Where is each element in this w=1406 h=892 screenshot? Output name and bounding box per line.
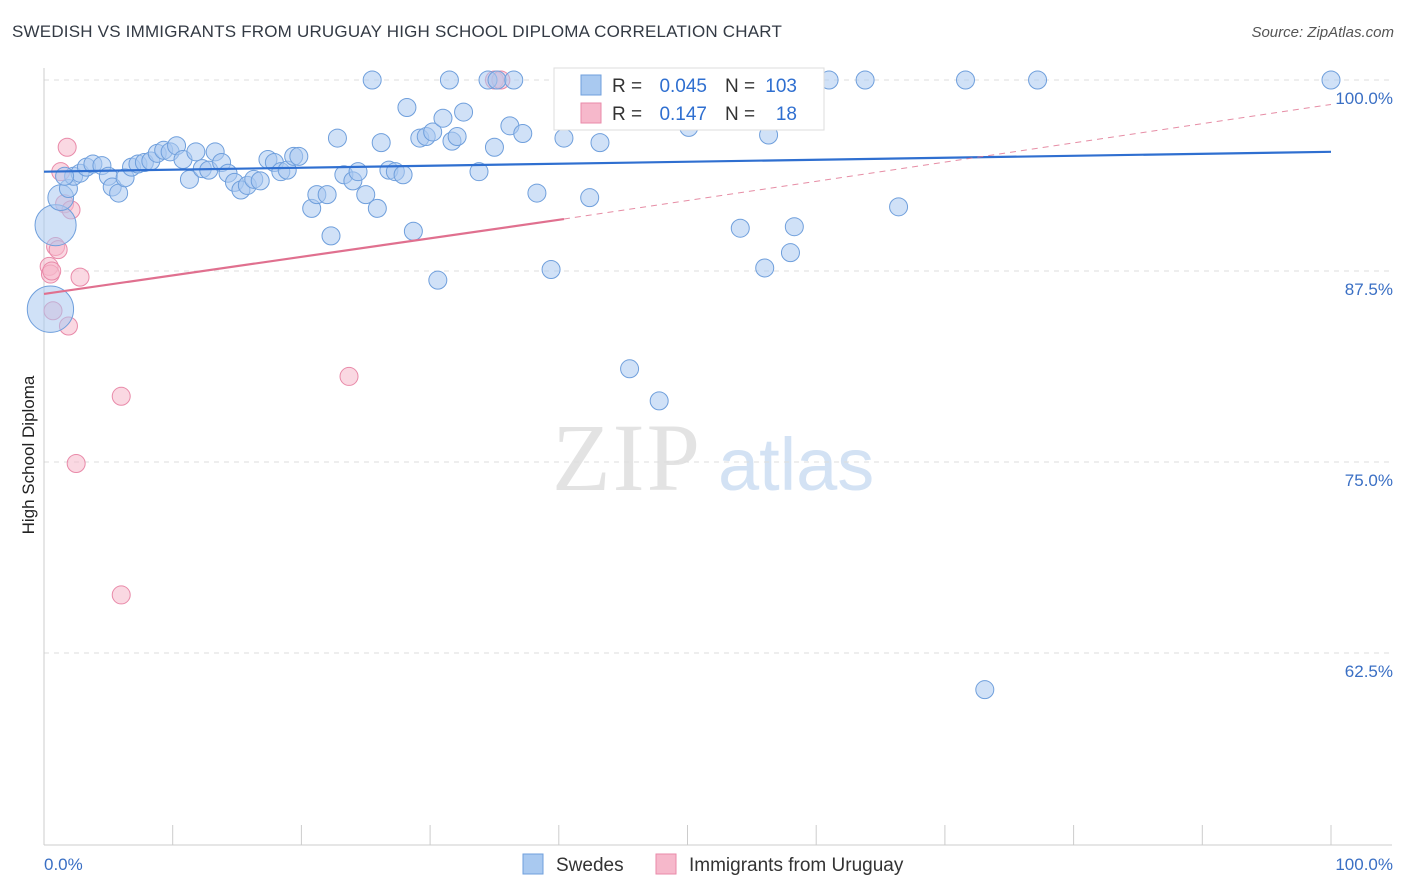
stats-r-value-swedes: 0.045 [659,76,707,97]
stats-r-label-swedes: R = [612,76,642,97]
swedes-trend-line [43,150,1332,173]
swedes-point [784,217,804,237]
swedes-point [469,162,489,182]
stats-legend-swatch-uruguay [580,102,602,124]
swedes-point [26,285,75,333]
swedes-point [504,70,524,90]
swedes-point [1321,70,1341,90]
swedes-point [362,70,382,90]
stats-n-value-uruguay: 18 [776,104,797,125]
uruguay-point [42,261,62,281]
swedes-point [554,128,574,148]
stats-n-label-uruguay: N = [725,104,755,125]
swedes-point [649,391,669,411]
uruguay-trend-line [43,217,565,296]
uruguay-point [66,454,86,474]
y-tick-label: 100.0% [1335,89,1393,108]
stats-n-value-swedes: 103 [765,76,797,97]
swedes-point [454,102,474,122]
y-tick-label: 75.0% [1345,471,1393,490]
legend-label-swedes: Swedes [556,855,624,876]
swedes-point [447,127,467,147]
swedes-point [755,258,775,278]
swedes-point [541,259,561,279]
series-uruguay-points [39,70,511,605]
swedes-point [403,221,423,241]
uruguay-point [57,137,77,157]
legend-swatch-swedes [522,853,544,875]
swedes-point [955,70,975,90]
uruguay-point [70,267,90,287]
swedes-point [367,198,387,218]
stats-r-value-uruguay: 0.147 [659,104,707,125]
swedes-point [975,680,995,700]
series-swedes-points [26,70,1341,700]
uruguay-point [111,386,131,406]
swedes-point [186,142,206,162]
watermark-zip: ZIP [552,404,702,511]
swedes-point [250,171,270,191]
swedes-point [730,218,750,238]
swedes-point [317,185,337,205]
swedes-point [55,166,75,186]
trend-lines [43,103,1332,296]
x-tick-label-max: 100.0% [1335,855,1393,874]
swedes-point [1028,70,1048,90]
swedes-point [371,133,391,153]
swedes-point [439,70,459,90]
swedes-point [393,165,413,185]
legend-swatch-uruguay [655,853,677,875]
stats-legend-swatch-swedes [580,74,602,96]
chart-title: SWEDISH VS IMMIGRANTS FROM URUGUAY HIGH … [12,22,783,41]
swedes-point [348,162,368,182]
y-tick-label: 62.5% [1345,662,1393,681]
swedes-point [590,133,610,153]
swedes-point [780,243,800,263]
swedes-point [397,98,417,118]
stats-n-label-swedes: N = [725,76,755,97]
swedes-point [513,123,533,143]
stats-legend: R = 0.045 N = 103 R = 0.147 N = 18 [553,67,825,131]
legend-label-uruguay: Immigrants from Uruguay [689,855,904,876]
swedes-point [889,197,909,217]
swedes-point [580,188,600,208]
y-axis-label: High School Diploma [19,375,38,534]
y-tick-labels: 100.0% 87.5% 75.0% 62.5% [1335,89,1393,681]
swedes-point [527,183,547,203]
grid-lines [44,79,1392,654]
watermark-atlas: atlas [718,423,874,506]
swedes-point [34,204,77,247]
swedes-point [289,146,309,166]
axes [43,68,1392,846]
x-tick-marks [43,825,1332,845]
uruguay-point [111,585,131,605]
source-label: Source: ZipAtlas.com [1251,24,1394,41]
swedes-point [321,226,341,246]
bottom-legend: Swedes Immigrants from Uruguay [522,853,904,876]
uruguay-trend-extension [563,103,1332,220]
x-tick-label-min: 0.0% [44,855,83,874]
y-tick-label: 87.5% [1345,280,1393,299]
swedes-point [855,70,875,90]
swedes-point [487,70,507,90]
swedes-point [484,137,504,157]
swedes-point [428,270,448,290]
stats-r-label-uruguay: R = [612,104,642,125]
swedes-point [433,108,453,128]
swedes-point [423,122,443,142]
swedes-point [327,128,347,148]
uruguay-point [339,366,359,386]
swedes-point [620,359,640,379]
swedes-point [356,185,376,205]
